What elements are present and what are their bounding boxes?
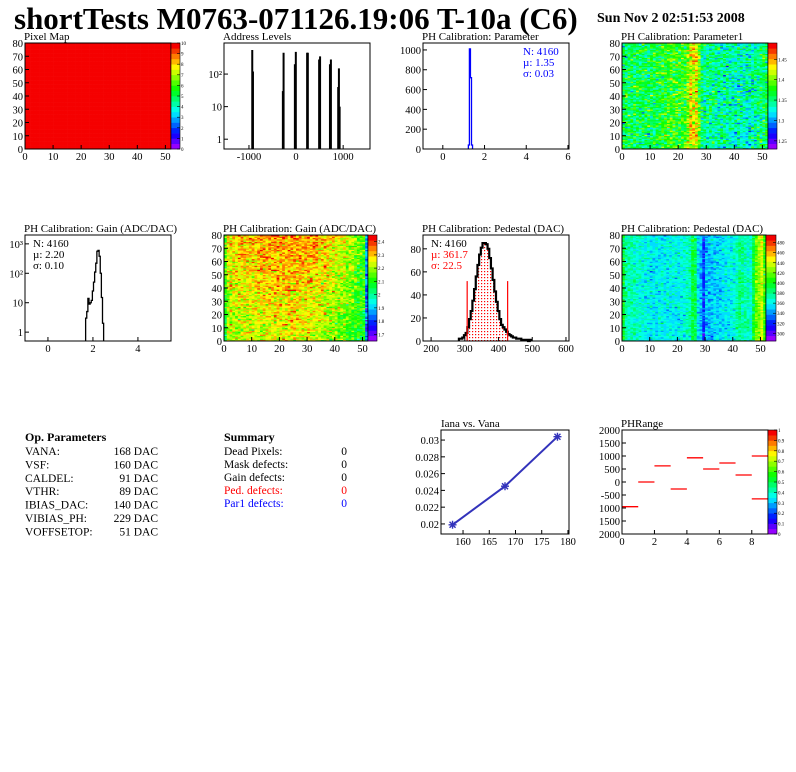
palette-swatch [171, 43, 180, 49]
chart-address-levels: Address Levels -1000 0 1000 1 10 10² [208, 31, 370, 163]
y-tick-label: 70 [13, 52, 24, 63]
x-tick-label: 0 [22, 152, 27, 163]
x-tick-label: 0 [293, 152, 298, 163]
x-tick-label: 4 [524, 152, 530, 163]
y-tick-label: 1000 [400, 46, 421, 57]
chart-title: PH Calibration: Parameter1 [621, 31, 743, 43]
palette-swatch [171, 133, 180, 139]
palette-swatch [171, 85, 180, 91]
chart-title: Address Levels [223, 31, 291, 43]
x-tick-label: 1000 [333, 152, 354, 163]
palette-swatch [171, 54, 180, 60]
y-tick-label: 800 [405, 66, 421, 77]
y-tick-label: 1 [217, 135, 222, 146]
palette-swatch [171, 96, 180, 102]
x-tick-label: 6 [565, 152, 570, 163]
x-tick-label: 20 [76, 152, 87, 163]
y-tick-label: 10 [13, 132, 24, 143]
x-tick-label: 2 [482, 152, 487, 163]
palette-swatch [171, 138, 180, 144]
palette-tick-label: 10 [181, 42, 187, 47]
x-tick-label: 50 [160, 152, 171, 163]
y-tick-label: 50 [13, 79, 24, 90]
palette-swatch [171, 123, 180, 129]
y-tick-label: 600 [405, 86, 421, 97]
palette-tick-label: 1 [181, 137, 184, 142]
chart-title: Pixel Map [24, 31, 70, 43]
y-tick-label: 30 [13, 105, 24, 116]
palette-swatch [171, 112, 180, 118]
plot-frame [224, 43, 370, 149]
x-tick-label: -1000 [237, 152, 262, 163]
x-tick-label: 10 [48, 152, 59, 163]
x-tick-label: 30 [104, 152, 115, 163]
x-tick-label: 40 [132, 152, 143, 163]
palette-tick-label: 8 [181, 63, 184, 68]
palette-swatch [171, 80, 180, 86]
x-tick-label: 0 [440, 152, 445, 163]
palette-tick-label: 2 [181, 127, 184, 132]
palette-tick-label: 7 [181, 74, 184, 79]
y-tick-label: 60 [13, 66, 24, 77]
timestamp: Sun Nov 2 02:51:53 2008 [597, 11, 745, 26]
y-tick-label: 0 [416, 145, 421, 156]
y-tick-label: 200 [405, 125, 421, 136]
palette-swatch [171, 117, 180, 123]
y-tick-label: 400 [405, 105, 421, 116]
stats-line: σ: 0.03 [523, 68, 554, 80]
chart-ph-calibration-parameter1: PH Calibration: Parameter10 10 20 30 40 50010… [610, 31, 788, 163]
palette-swatch [171, 91, 180, 97]
palette-swatch [171, 107, 180, 113]
palette-swatch [171, 144, 180, 150]
palette-swatch [171, 128, 180, 134]
chart-title: PH Calibration: Parameter [422, 31, 539, 43]
palette-swatch [171, 75, 180, 81]
y-tick-label: 10² [208, 70, 222, 81]
palette-tick-label: 3 [181, 116, 184, 121]
y-tick-label: 0 [18, 145, 23, 156]
canvas-svg: shortTests M0763-071126.19:06 T-10a (C6)… [0, 0, 796, 772]
histogram-outline [468, 49, 472, 149]
chart-ph-calibration-parameter: PH Calibration: Parameter 0 2 4 6 0 200 400 600 8… [400, 31, 571, 163]
palette-swatch [171, 48, 180, 54]
y-tick-label: 80 [13, 39, 24, 50]
palette-tick-label: 5 [181, 95, 184, 100]
palette-swatch [171, 64, 180, 70]
palette-swatch [171, 70, 180, 76]
palette-tick-label: 4 [181, 106, 184, 111]
y-tick-label: 10 [212, 103, 223, 114]
palette-tick-label: 0 [181, 148, 184, 153]
palette-swatch [171, 59, 180, 65]
y-tick-label: 40 [13, 92, 24, 103]
palette-tick-label: 9 [181, 53, 184, 58]
palette-tick-label: 6 [181, 84, 184, 89]
palette-swatch [171, 101, 180, 107]
root-canvas: shortTests M0763-071126.19:06 T-10a (C6)… [0, 0, 796, 772]
y-tick-label: 20 [13, 119, 24, 130]
chart-pixel-map: Pixel Map 0 10 20 30 40 50 0 10 20 30 40 50 60 70 80 0 1 2… [13, 31, 187, 163]
